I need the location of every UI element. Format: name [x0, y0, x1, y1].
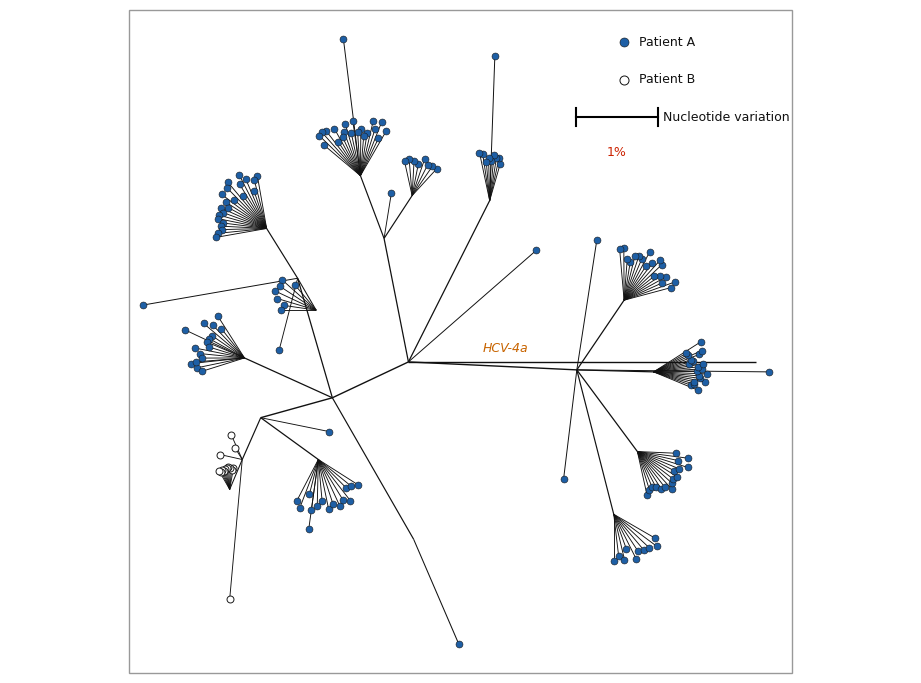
Text: Nucleotide variation: Nucleotide variation	[662, 111, 789, 124]
Text: 1%: 1%	[607, 145, 627, 158]
Text: Patient B: Patient B	[639, 73, 695, 86]
Text: HCV-4a: HCV-4a	[483, 342, 528, 355]
Text: Patient A: Patient A	[639, 36, 694, 48]
